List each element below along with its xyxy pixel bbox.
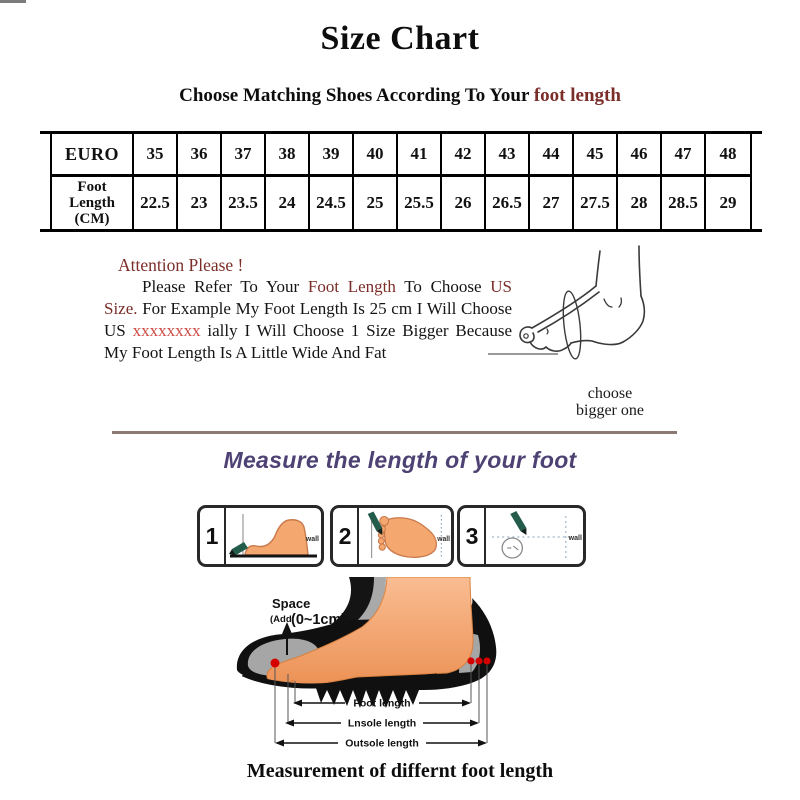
- size-table-grid: EURO 35 36 37 38 39 40 41 42 43 44 45 46…: [50, 134, 752, 229]
- foot-length-cell: 26.5: [486, 177, 530, 229]
- caption-line: bigger one: [576, 402, 644, 419]
- wall-label: wall: [568, 535, 582, 542]
- step-2-drawing: wall: [367, 511, 450, 558]
- step-3-illustration: wall: [486, 508, 583, 564]
- attention-text: Please Refer To Your: [142, 277, 308, 296]
- foot-length-cell: 28: [618, 177, 662, 229]
- subtitle: Choose Matching Shoes According To Your …: [0, 85, 800, 107]
- step-number: 3: [460, 508, 486, 564]
- pen-icon: [367, 511, 383, 531]
- sole-edge: [241, 671, 438, 689]
- step-1-illustration: wall: [226, 508, 321, 564]
- wall-label: wall: [305, 536, 319, 543]
- space-label: Space: [272, 596, 310, 611]
- attention-text: For Example My Foot Length Is 25 cm I Wi…: [104, 299, 512, 340]
- shoe-collar: [307, 577, 375, 646]
- attention-text-highlight: Foot Length: [307, 277, 396, 296]
- foot-length-cell: 27.5: [574, 177, 618, 229]
- step-1-drawing: wall: [229, 514, 319, 558]
- foot-length-header-line: Foot: [77, 179, 107, 195]
- measure-step-3: 3 wall: [457, 505, 586, 567]
- foot-side-sketch: [519, 245, 646, 360]
- euro-size-cell: 42: [442, 134, 486, 177]
- measure-step-2: 2 wall: [330, 505, 454, 567]
- foot-length-cell: 24: [266, 177, 310, 229]
- step-2-illustration: wall: [359, 508, 451, 564]
- euro-size-cell: 38: [266, 134, 310, 177]
- foot-length-header-line: (CM): [74, 211, 110, 227]
- section-divider: [112, 431, 677, 434]
- attention-note: Attention Please ! Please Refer To Your …: [104, 254, 512, 364]
- caption-line: choose: [587, 385, 633, 402]
- step-number: 1: [200, 508, 226, 564]
- step-number: 2: [333, 508, 359, 564]
- choose-bigger-caption: choose bigger one: [545, 385, 675, 419]
- size-table: EURO 35 36 37 38 39 40 41 42 43 44 45 46…: [40, 131, 762, 232]
- euro-size-cell: 37: [222, 134, 266, 177]
- bottom-caption: Measurement of differnt foot length: [246, 760, 554, 782]
- foot-length-cell: 28.5: [662, 177, 706, 229]
- table-header-euro: EURO: [52, 134, 134, 177]
- foot-length-cell: 25: [354, 177, 398, 229]
- measure-mark-circle: [501, 537, 524, 559]
- attention-heading: Attention Please !: [118, 255, 244, 275]
- foot-length-header-line: Length: [69, 195, 115, 211]
- euro-size-cell: 43: [486, 134, 530, 177]
- foot-length-cell: 25.5: [398, 177, 442, 229]
- euro-size-cell: 40: [354, 134, 398, 177]
- euro-size-cell: 48: [706, 134, 750, 177]
- attention-censored-text: xxxxxxxx: [132, 321, 201, 340]
- euro-size-cell: 39: [310, 134, 354, 177]
- add-label: (Add: [270, 614, 292, 625]
- foot-length-label: Foot length: [353, 698, 410, 710]
- attention-text-highlight: US Size.: [104, 277, 512, 318]
- measure-heading: Measure the length of your foot: [223, 447, 577, 473]
- euro-size-cell: 47: [662, 134, 706, 177]
- measure-step-1: 1 wall: [197, 505, 324, 567]
- foot-length-cell: 23.5: [222, 177, 266, 229]
- pen-icon: [232, 542, 248, 555]
- euro-size-cell: 45: [574, 134, 618, 177]
- outsole-length-label: Outsole length: [345, 738, 419, 750]
- pen-icon: [510, 511, 527, 531]
- measure-point-dots: [270, 657, 491, 668]
- euro-size-cell: 41: [398, 134, 442, 177]
- euro-size-cell: 36: [178, 134, 222, 177]
- foot-side-icon: [244, 519, 309, 556]
- foot-top-icon: [383, 517, 438, 558]
- foot-length-cell: 27: [530, 177, 574, 229]
- pointer-line: [488, 353, 558, 355]
- wall-label: wall: [436, 536, 450, 543]
- attention-text: ially I Will Choose 1 Size Bigger Becaus…: [104, 321, 513, 362]
- corner-artifact: [0, 0, 26, 3]
- euro-size-cell: 46: [618, 134, 662, 177]
- euro-size-cell: 44: [530, 134, 574, 177]
- attention-paragraph: Please Refer To Your Foot Length To Choo…: [104, 276, 512, 364]
- foot-length-cell: 23: [178, 177, 222, 229]
- attention-text: To Choose: [395, 277, 491, 296]
- page-title: Size Chart: [320, 20, 480, 57]
- insole-length-label: Lnsole length: [348, 718, 416, 730]
- foot-length-cell: 26: [442, 177, 486, 229]
- foot-length-cell: 29: [719, 193, 737, 212]
- subtitle-prefix: Choose Matching Shoes According To Your: [179, 85, 534, 106]
- foot-length-cell: 24.5: [310, 177, 354, 229]
- table-header-foot-length: Foot Length (CM): [52, 177, 134, 229]
- foot-in-shoe-diagram: Space (Add (0~1cm) Foot length Lnsole le…: [236, 577, 497, 750]
- shoe-lining: [335, 577, 386, 642]
- step-3-drawing: wall: [492, 511, 582, 559]
- foot-length-cell: 22.5: [134, 177, 178, 229]
- euro-size-cell: 35: [134, 134, 178, 177]
- range-label: (0~1cm): [291, 612, 346, 628]
- guide-lines: [274, 665, 488, 743]
- subtitle-highlight: foot length: [533, 85, 621, 106]
